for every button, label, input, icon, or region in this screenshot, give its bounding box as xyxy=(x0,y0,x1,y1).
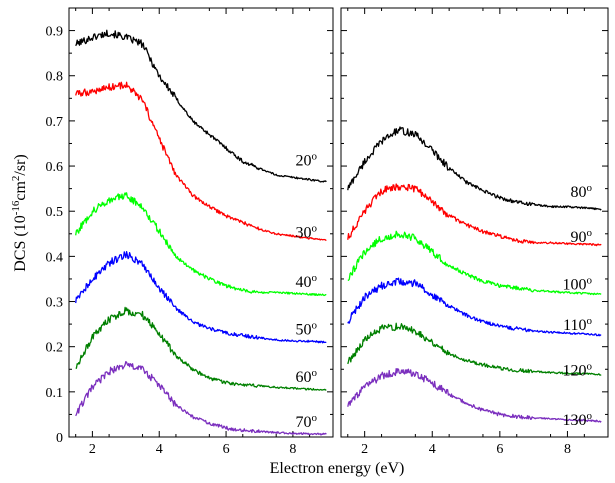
y-tick-label: 0.4 xyxy=(46,250,64,265)
y-tick-label: 0.3 xyxy=(46,296,64,311)
y-tick-label: 0.9 xyxy=(46,25,64,40)
y-tick-label: 0.2 xyxy=(46,341,64,356)
y-tick-label: 0.7 xyxy=(46,115,64,130)
curve-label-20-deg: 20o xyxy=(296,150,318,169)
series-line-110-deg xyxy=(347,277,602,337)
series-line-70-deg xyxy=(75,361,327,436)
curve-label-100-deg: 100o xyxy=(563,274,593,293)
x-tick-label: 6 xyxy=(223,442,230,457)
x-axis-label: Electron energy (eV) xyxy=(270,460,405,477)
curve-label-120-deg: 120o xyxy=(563,360,593,379)
x-tick-label: 4 xyxy=(156,442,163,457)
series-line-120-deg xyxy=(347,322,602,376)
plot-frame xyxy=(340,7,609,438)
y-tick-label: 0.1 xyxy=(46,386,64,401)
series-line-50-deg xyxy=(75,250,327,344)
right-panel: 2 4 6 8 80o 90o 100o 110o 120o 130o xyxy=(340,7,609,457)
x-tick-label: 8 xyxy=(289,442,296,457)
series-line-90-deg xyxy=(347,183,602,247)
plot-frame xyxy=(68,7,334,438)
series-line-40-deg xyxy=(75,192,327,297)
curve-label-90-deg: 90o xyxy=(571,227,593,246)
y-tick-label: 0.6 xyxy=(46,160,64,175)
x-tick-label: 2 xyxy=(89,442,96,457)
curve-label-130-deg: 130o xyxy=(563,410,593,429)
x-tick-label: 2 xyxy=(361,442,368,457)
curve-label-30-deg: 30o xyxy=(296,223,318,242)
left-panel: 2 4 6 8 0 0.1 0.2 0.3 0.4 0.5 0.6 0.7 0.8 0.9 20o 30o 40… xyxy=(46,7,334,457)
curve-label-80-deg: 80o xyxy=(571,182,593,201)
x-tick-label: 4 xyxy=(429,442,436,457)
series-line-130-deg xyxy=(347,367,602,423)
series-line-100-deg xyxy=(347,230,602,296)
series-line-80-deg xyxy=(347,126,602,211)
series-line-20-deg xyxy=(75,29,327,183)
series-line-30-deg xyxy=(75,81,327,242)
curve-label-110-deg: 110o xyxy=(563,315,592,334)
curve-label-40-deg: 40o xyxy=(296,272,318,291)
curve-label-50-deg: 50o xyxy=(296,320,318,339)
y-tick-label: 0.8 xyxy=(46,70,64,85)
y-tick-label: 0.5 xyxy=(46,205,64,220)
curve-label-70-deg: 70o xyxy=(296,412,318,431)
x-tick-label: 6 xyxy=(496,442,503,457)
y-tick-label: 0 xyxy=(56,431,63,446)
curve-label-60-deg: 60o xyxy=(296,367,318,386)
y-axis-label: DCS (10-16cm2/sr) xyxy=(10,154,29,272)
series-line-60-deg xyxy=(75,306,327,391)
x-tick-label: 8 xyxy=(564,442,571,457)
